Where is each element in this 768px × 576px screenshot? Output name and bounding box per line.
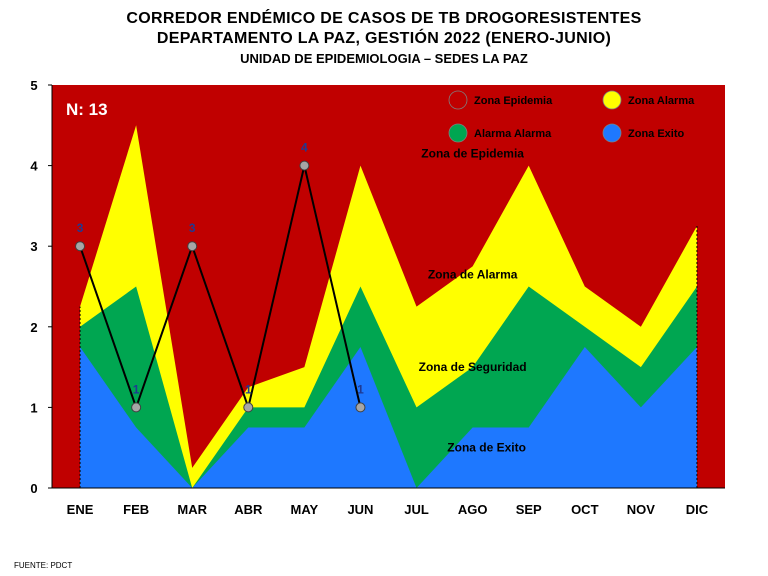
- cases-data-label: 3: [77, 221, 84, 235]
- legend-label: Zona Exito: [628, 128, 685, 140]
- y-tick-label: 1: [30, 400, 37, 415]
- zone-label: Zona de Alarma: [428, 267, 518, 281]
- y-tick-label: 4: [30, 159, 38, 174]
- zone-label: Zona de Epidemia: [421, 147, 524, 161]
- legend-label: Zona Alarma: [628, 95, 695, 107]
- cases-point: [131, 402, 142, 413]
- chart-source-unit: UNIDAD DE EPIDEMIOLOGIA – SEDES LA PAZ: [240, 51, 528, 66]
- legend-label: Alarma Alarma: [474, 128, 552, 140]
- cases-data-label: 1: [245, 382, 252, 396]
- x-tick-label: DIC: [686, 502, 709, 517]
- cases-point: [299, 160, 310, 171]
- y-tick-label: 3: [30, 239, 37, 254]
- zone-label: Zona de Seguridad: [419, 360, 527, 374]
- cases-line: [79, 165, 362, 411]
- legend-marker: [448, 123, 468, 143]
- x-tick-label: SEP: [516, 502, 542, 517]
- x-tick-label: ABR: [234, 502, 263, 517]
- cases-data-label: 4: [301, 141, 308, 155]
- y-tick-label: 5: [30, 78, 37, 93]
- x-tick-label: JUN: [347, 502, 373, 517]
- cases-point: [75, 241, 86, 252]
- zone-label: Zona de Exito: [447, 441, 526, 455]
- x-tick-label: FEB: [123, 502, 149, 517]
- n-count-label: N: 13: [66, 100, 108, 119]
- legend-marker: [602, 123, 622, 143]
- legend-label: Zona Epidemia: [474, 95, 553, 107]
- x-tick-label: AGO: [458, 502, 488, 517]
- x-tick-label: MAY: [291, 502, 319, 517]
- x-tick-label: ENE: [67, 502, 94, 517]
- cases-data-label: 1: [133, 382, 140, 396]
- cases-data-label: 3: [189, 221, 196, 235]
- x-tick-label: MAR: [177, 502, 207, 517]
- footer-source: FUENTE: PDCT: [14, 561, 73, 570]
- y-tick-label: 2: [30, 320, 37, 335]
- legend-marker: [602, 90, 622, 110]
- x-tick-label: OCT: [571, 502, 599, 517]
- cases-data-label: 1: [357, 382, 364, 396]
- cases-point: [243, 402, 254, 413]
- cases-point: [355, 402, 366, 413]
- cases-point: [187, 241, 198, 252]
- chart-subtitle: DEPARTAMENTO LA PAZ, GESTIÓN 2022 (ENERO…: [156, 30, 612, 47]
- chart-title: CORREDOR ENDÉMICO DE CASOS DE TB DROGORE…: [126, 10, 642, 27]
- x-tick-label: JUL: [404, 502, 429, 517]
- legend-marker: [448, 90, 468, 110]
- zone-exito-area: [80, 346, 697, 488]
- y-tick-label: 0: [30, 481, 37, 496]
- x-tick-label: NOV: [627, 502, 656, 517]
